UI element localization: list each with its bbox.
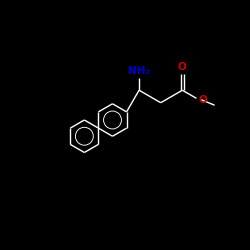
Text: O: O bbox=[198, 94, 207, 104]
Text: O: O bbox=[178, 62, 187, 72]
Text: NH₂: NH₂ bbox=[128, 66, 150, 76]
